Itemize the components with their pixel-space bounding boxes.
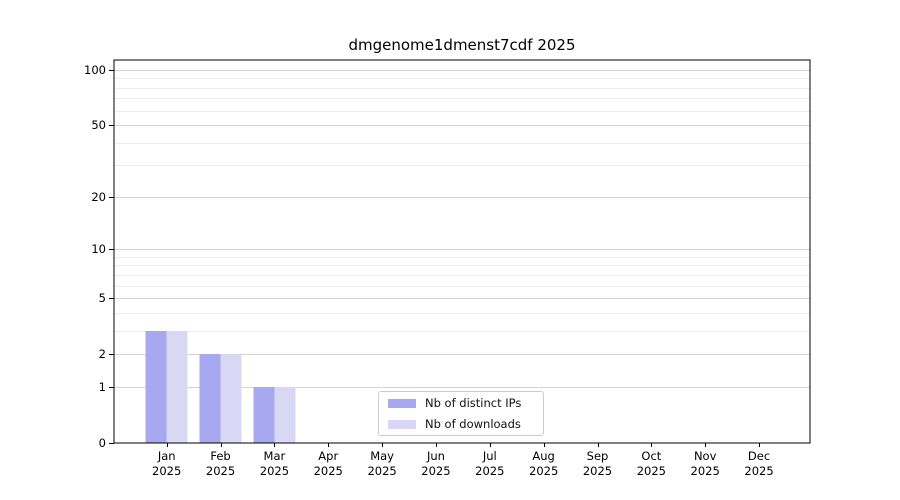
legend-label-downloads: Nb of downloads — [425, 417, 521, 431]
y-tick-label-5: 5 — [98, 291, 106, 306]
month-label: Nov — [693, 449, 717, 463]
bar-downloads-feb — [220, 354, 242, 443]
month-label: Jun — [426, 449, 445, 463]
x-tick-label-aug: Aug 2025 — [513, 449, 575, 479]
month-label: Jan — [157, 449, 176, 463]
month-label: Aug — [532, 449, 555, 463]
y-tick-label-20: 20 — [91, 189, 106, 204]
year-label: 2025 — [529, 464, 559, 478]
year-label: 2025 — [636, 464, 666, 478]
x-tick-label-nov: Nov 2025 — [674, 449, 736, 479]
y-tick-label-50: 50 — [91, 118, 106, 133]
x-tick-label-mar: Mar 2025 — [243, 449, 305, 479]
x-tick-label-feb: Feb 2025 — [190, 449, 252, 479]
x-tick-label-may: May 2025 — [351, 449, 413, 479]
legend: Nb of distinct IPs Nb of downloads — [378, 391, 544, 436]
month-label: Sep — [586, 449, 609, 463]
year-label: 2025 — [259, 464, 290, 478]
year-label: 2025 — [205, 464, 236, 478]
y-tick-label-2: 2 — [98, 347, 106, 362]
y-tick-label-1: 1 — [98, 379, 106, 394]
bar-downloads-mar — [274, 386, 296, 443]
year-label: 2025 — [744, 464, 774, 478]
legend-item-distinct-ips: Nb of distinct IPs — [388, 395, 543, 412]
x-tick-label-sep: Sep 2025 — [567, 449, 629, 479]
year-label: 2025 — [421, 464, 451, 478]
chart-title: dmgenome1dmenst7cdf 2025 — [348, 36, 576, 54]
month-label: Jul — [482, 449, 497, 463]
x-tick-label-jun: Jun 2025 — [405, 449, 467, 479]
year-label: 2025 — [152, 464, 182, 478]
y-tick-label-0: 0 — [98, 436, 106, 450]
plot-border — [113, 59, 811, 444]
x-tick-label-dec: Dec 2025 — [728, 449, 790, 479]
month-label: Feb — [210, 449, 231, 463]
y-tick-label-100: 100 — [84, 63, 106, 77]
legend-label-distinct-ips: Nb of distinct IPs — [425, 396, 522, 410]
year-label: 2025 — [367, 464, 397, 478]
month-label: May — [370, 449, 394, 463]
year-label: 2025 — [475, 464, 505, 478]
month-label: Dec — [747, 449, 771, 463]
month-label: Apr — [318, 449, 339, 463]
x-tick-label-apr: Apr 2025 — [297, 449, 359, 479]
legend-swatch-distinct-ips — [388, 398, 416, 408]
x-tick-label-jan: Jan 2025 — [136, 449, 198, 479]
y-tick-label-10: 10 — [91, 242, 106, 257]
year-label: 2025 — [582, 464, 613, 478]
bar-distinct-ips-feb — [199, 354, 221, 443]
x-tick-label-jul: Jul 2025 — [459, 449, 521, 479]
bar-distinct-ips-mar — [253, 386, 275, 443]
month-label: Oct — [641, 449, 662, 463]
bar-distinct-ips-jan — [145, 330, 167, 443]
month-label: Mar — [263, 449, 286, 463]
year-label: 2025 — [690, 464, 720, 478]
year-label: 2025 — [313, 464, 343, 478]
legend-item-downloads: Nb of downloads — [388, 416, 543, 433]
x-tick-label-oct: Oct 2025 — [620, 449, 682, 479]
bar-downloads-jan — [166, 330, 188, 443]
legend-swatch-downloads — [388, 419, 416, 429]
